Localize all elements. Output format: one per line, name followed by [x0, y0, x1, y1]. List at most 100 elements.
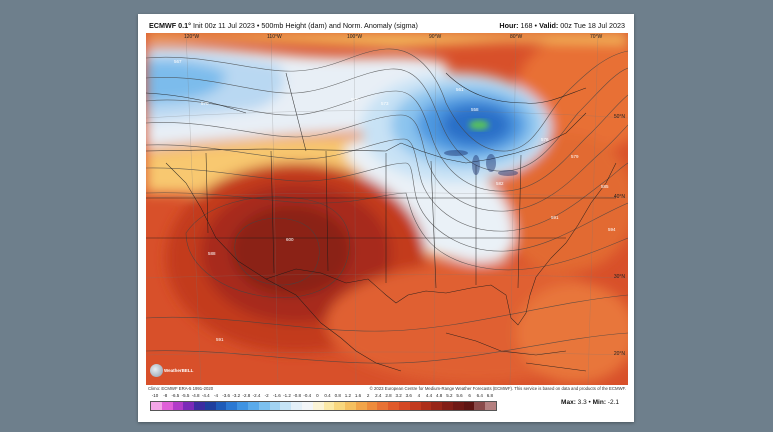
climo-note: Climo: ECMWF ERA-5 1991-2020	[148, 386, 214, 391]
max-min-readout: Max: 3.3 • Min: -2.1	[561, 399, 619, 406]
colorbar-tick-label: -2.8	[242, 393, 251, 398]
height-contours	[146, 48, 628, 364]
colorbar-tick-label: 2	[366, 393, 370, 398]
colorbar-swatch-7	[226, 402, 238, 410]
colorbar-swatch-12	[280, 402, 292, 410]
colorbar-swatch-19	[355, 402, 367, 410]
hour-label: Hour:	[499, 21, 519, 30]
valid-value: 00z Tue 18 Jul 2023	[560, 21, 625, 30]
colorbar-tick-label: 5.6	[456, 393, 463, 398]
colorbar-tick-label: 0.4	[324, 393, 331, 398]
colorbar-swatch-8	[237, 402, 249, 410]
colorbar-swatch-29	[463, 402, 475, 410]
contour-label-576: 576	[541, 137, 549, 142]
copyright-note: © 2023 European Centre for Medium-Range …	[369, 386, 626, 391]
colorbar-swatch-0	[151, 402, 162, 410]
model-name: ECMWF 0.1°	[149, 21, 192, 30]
colorbar-tick-label: -2.4	[252, 393, 261, 398]
min-value: -2.1	[607, 399, 619, 406]
colorbar-swatch-25	[420, 402, 432, 410]
logo-text: WeatherBELL	[164, 368, 194, 373]
contour-label-561: 561	[456, 87, 464, 92]
colorbar-swatch-26	[431, 402, 443, 410]
colorbar-tick-label: -4.4	[201, 393, 210, 398]
contour-label-591: 591	[551, 215, 559, 220]
colorbar-swatch-27	[442, 402, 453, 410]
colorbar-tick-label: 3.2	[395, 393, 402, 398]
colorbar-tick-label: 2.4	[375, 393, 382, 398]
contour-label-573: 573	[381, 101, 389, 106]
logo-globe-icon	[150, 364, 163, 377]
max-label: Max:	[561, 399, 576, 406]
contour-label-594: 594	[608, 227, 616, 232]
lat-label-40n: 40°N	[613, 194, 625, 200]
colorbar-tick-label: -1.2	[283, 393, 291, 398]
colorbar-swatch-6	[215, 402, 227, 410]
anomaly-map: 567 570 570 573 561 558 576 579 582 585 …	[146, 33, 628, 385]
contour-label-570b: 570	[351, 97, 359, 102]
colorbar-swatch-24	[409, 402, 421, 410]
lon-label-120w: 120°W	[184, 34, 200, 40]
contour-label-567: 567	[174, 59, 182, 64]
colorbar-tick-label: -2	[264, 393, 269, 398]
contour-label-582: 582	[496, 181, 504, 186]
colorbar-tick-label: 4	[417, 393, 421, 398]
header-left: ECMWF 0.1° Init 00z 11 Jul 2023 • 500mb …	[149, 21, 418, 30]
colorbar-swatch-10	[258, 402, 270, 410]
map-footer: Climo: ECMWF ERA-5 1991-2020 © 2023 Euro…	[146, 385, 628, 393]
colorbar-tick-label: -5.5	[181, 393, 190, 398]
lon-label-100w: 100°W	[347, 34, 363, 40]
political-boundaries	[146, 72, 617, 372]
colorbar-swatch-1	[161, 402, 173, 410]
colorbar-tick-label: 3.6	[405, 393, 412, 398]
colorbar-tick-label: 2.8	[385, 393, 392, 398]
lon-label-90w: 90°W	[429, 34, 442, 40]
colorbar-swatch-23	[398, 402, 410, 410]
header-right: Hour: 168 • Valid: 00z Tue 18 Jul 2023	[499, 21, 625, 30]
colorbar-tick-label: 5.2	[446, 393, 453, 398]
lat-label-30n: 30°N	[613, 274, 625, 280]
colorbar-ticks: -10 -8 -6.5 -5.5 -4.8 -4.4 -4 -3.6 -3.2 -2.8 -2.4-…	[150, 393, 495, 400]
colorbar-swatch-3	[183, 402, 195, 410]
colorbar-swatches	[150, 401, 497, 411]
colorbar-tick-label: 1.2	[344, 393, 351, 398]
colorbar-tick-label: -10	[151, 393, 159, 398]
colorbar-swatch-2	[172, 402, 184, 410]
great-lakes	[444, 150, 518, 176]
colorbar-swatch-11	[269, 402, 281, 410]
contour-label-558: 558	[471, 107, 479, 112]
colorbar-swatch-9	[248, 402, 259, 410]
lon-label-70w: 70°W	[590, 34, 603, 40]
colorbar-tick-label: -3.6	[222, 393, 230, 398]
lat-label-20n: 20°N	[613, 351, 625, 357]
colorbar-swatch-17	[334, 402, 346, 410]
init-time: Init 00z 11 Jul 2023	[193, 21, 255, 30]
colorbar-swatch-22	[388, 402, 399, 410]
lon-label-80w: 80°W	[510, 34, 523, 40]
contour-label-585: 585	[601, 184, 609, 189]
colorbar-tick-label: -0.8	[293, 393, 302, 398]
lat-lon-grid	[146, 33, 628, 385]
hour-value: 168	[520, 21, 533, 30]
contour-label-579: 579	[571, 154, 579, 159]
colorbar-tick-label: 4.4	[425, 393, 433, 398]
product-name: 500mb Height (dam) and Norm. Anomaly (si…	[261, 21, 418, 30]
lat-label-50n: 50°N	[613, 114, 625, 120]
weatherbell-logo: WeatherBELL	[150, 364, 194, 378]
colorbar-swatch-14	[301, 402, 313, 410]
colorbar-tick-label: 0.8	[334, 393, 341, 398]
colorbar-swatch-28	[452, 402, 464, 410]
valid-label: Valid:	[539, 21, 559, 30]
colorbar-swatch-31	[485, 402, 496, 410]
colorbar-swatch-4	[194, 402, 205, 410]
colorbar-swatch-5	[204, 402, 216, 410]
colorbar-tick-label: 4.8	[436, 393, 443, 398]
colorbar-swatch-15	[312, 402, 324, 410]
colorbar-tick-label: -8	[163, 393, 168, 398]
colorbar-tick-label: -4.8	[191, 393, 200, 398]
colorbar-swatch-20	[366, 402, 378, 410]
map-header: ECMWF 0.1° Init 00z 11 Jul 2023 • 500mb …	[146, 18, 628, 32]
contour-label-588: 588	[208, 251, 216, 256]
colorbar-swatch-21	[377, 402, 389, 410]
contour-label-591b: 591	[216, 337, 224, 342]
